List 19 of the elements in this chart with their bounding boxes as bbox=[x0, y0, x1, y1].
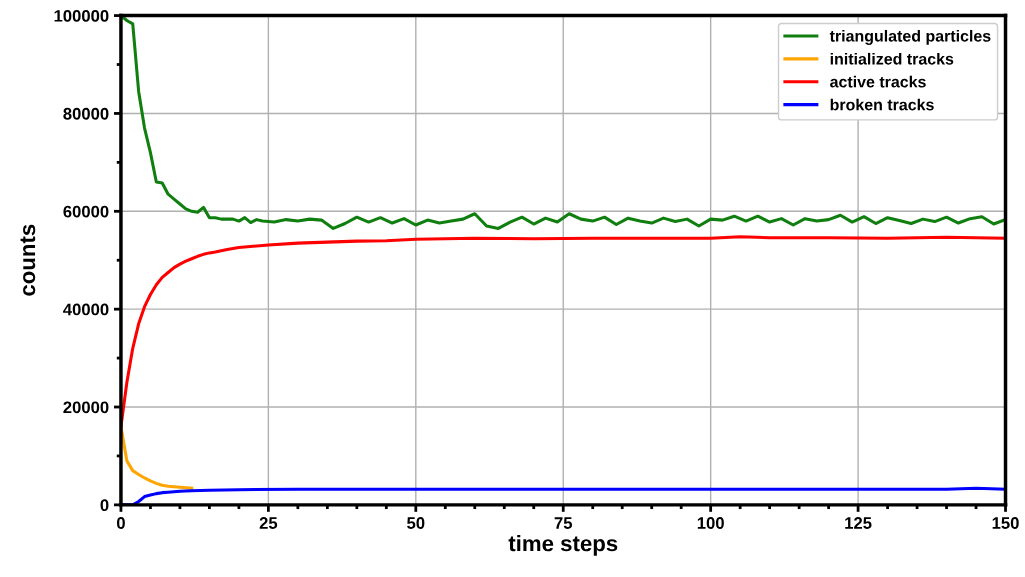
x-tick-label: 125 bbox=[845, 517, 872, 529]
y-tick-label: 20000 bbox=[63, 401, 109, 414]
x-tick-label: 0 bbox=[116, 517, 125, 529]
y-tick-label: 80000 bbox=[63, 107, 109, 120]
y-tick-label: 100000 bbox=[54, 9, 109, 22]
y-axis-title: counts bbox=[20, 224, 36, 296]
y-tick-label: 0 bbox=[100, 499, 109, 512]
legend-label: initialized tracks bbox=[830, 52, 954, 65]
x-tick-label: 50 bbox=[407, 517, 425, 529]
legend-label: active tracks bbox=[830, 75, 926, 88]
x-axis-title: time steps bbox=[508, 534, 618, 556]
x-tick-label: 100 bbox=[697, 517, 724, 529]
x-tick-label: 75 bbox=[554, 517, 573, 529]
y-tick-label: 40000 bbox=[63, 303, 109, 316]
y-tick-label: 60000 bbox=[63, 205, 109, 218]
x-tick-label: 150 bbox=[992, 517, 1019, 529]
legend-label: broken tracks bbox=[830, 98, 934, 111]
x-tick-label: 25 bbox=[259, 517, 278, 529]
legend-label: triangulated particles bbox=[829, 29, 991, 45]
